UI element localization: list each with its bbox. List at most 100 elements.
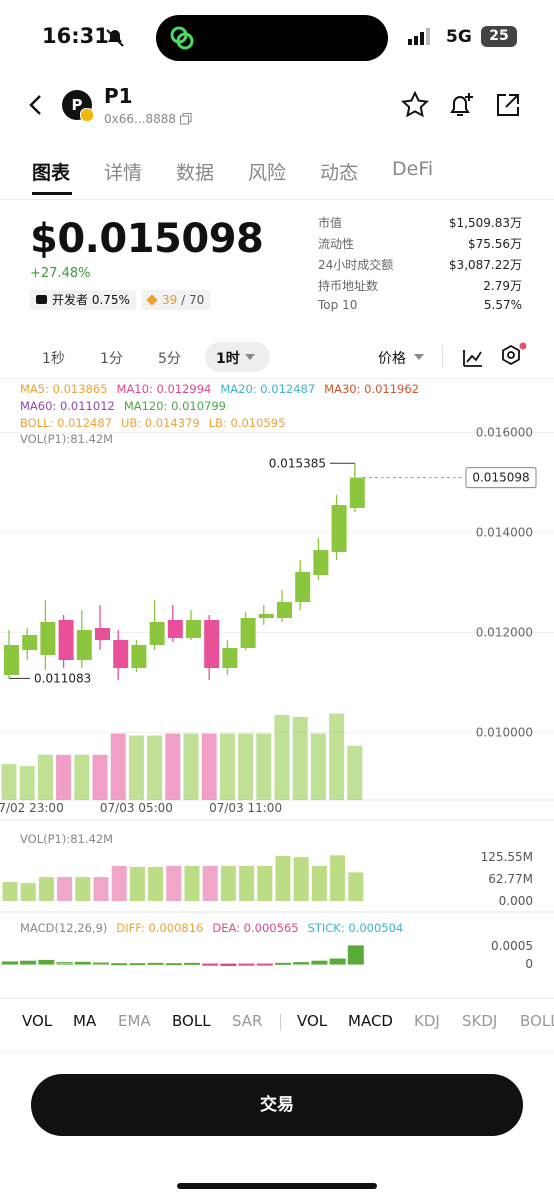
interval-active[interactable] bbox=[205, 342, 270, 372]
indicator-tab[interactable]: BOLL bbox=[172, 1012, 211, 1030]
volume-bar bbox=[348, 872, 364, 901]
candle-body bbox=[149, 622, 165, 645]
volume-bar bbox=[2, 882, 18, 901]
indicator-tab[interactable]: MACD bbox=[348, 1012, 393, 1030]
macd-bar bbox=[256, 963, 273, 966]
divider bbox=[442, 346, 443, 368]
legend-row: MA5: 0.013865 MA10: 0.012994 MA20: 0.01248… bbox=[20, 382, 428, 396]
candle-body bbox=[222, 648, 238, 668]
volume-bar bbox=[311, 865, 327, 901]
alert-button[interactable] bbox=[447, 90, 477, 120]
indicator-tab[interactable]: BOLL bbox=[520, 1012, 554, 1030]
score-badge: 39 / 70 bbox=[142, 290, 211, 310]
interval[interactable]: 1秒 bbox=[42, 351, 65, 367]
stat-label: 流动性 bbox=[318, 237, 355, 251]
legend-item: LB: 0.010595 bbox=[208, 416, 286, 430]
score-total: / 70 bbox=[181, 293, 205, 307]
chain-badge bbox=[80, 108, 94, 122]
legend-item: VOL(P1):81.42M bbox=[20, 432, 114, 446]
tab[interactable]: DeFi bbox=[392, 158, 434, 180]
tab[interactable]: 动态 bbox=[320, 162, 359, 184]
price-toggle[interactable]: 价格 bbox=[378, 351, 406, 367]
macd-bar bbox=[56, 962, 73, 965]
volume-overlay-bar bbox=[19, 766, 35, 800]
volume-bar bbox=[166, 865, 182, 901]
volume-bar bbox=[148, 866, 164, 901]
legend-item: MA5: 0.013865 bbox=[20, 382, 108, 396]
volume-bar bbox=[38, 877, 54, 901]
tab[interactable]: 图表 bbox=[32, 162, 71, 184]
stat-value: $1,509.83万 bbox=[448, 216, 522, 230]
dynamic-island bbox=[156, 15, 388, 61]
low-marker-label: 0.011083 bbox=[34, 671, 91, 685]
price: $0.015098 bbox=[30, 216, 264, 262]
copy-icon[interactable] bbox=[180, 113, 192, 125]
volume-overlay-bar bbox=[201, 733, 217, 800]
volume-bar bbox=[257, 865, 273, 901]
candle-body bbox=[204, 620, 220, 668]
divider bbox=[280, 1014, 281, 1030]
share-button[interactable] bbox=[495, 92, 521, 118]
indicator-tab[interactable]: EMA bbox=[118, 1012, 151, 1030]
candle-body bbox=[331, 505, 347, 552]
indicator-tab[interactable]: VOL bbox=[297, 1012, 328, 1030]
indicator-button[interactable] bbox=[462, 346, 484, 368]
signal-icon bbox=[408, 28, 430, 45]
tab[interactable]: 数据 bbox=[176, 162, 215, 184]
volume-overlay-bar bbox=[183, 733, 199, 800]
volume-bar bbox=[220, 865, 236, 901]
dropdown-icon bbox=[414, 354, 424, 360]
indicator-tab[interactable]: SKDJ bbox=[462, 1012, 498, 1030]
volume-overlay-bar bbox=[292, 716, 308, 800]
legend-item: UB: 0.014379 bbox=[120, 416, 200, 430]
y-tick-label: 0.014000 bbox=[476, 526, 533, 540]
legend-item: MA10: 0.012994 bbox=[116, 382, 212, 396]
stat-value: 5.57% bbox=[483, 298, 522, 312]
candle-body bbox=[95, 628, 110, 640]
volume-bar bbox=[129, 866, 145, 901]
favorite-button[interactable] bbox=[401, 91, 429, 119]
stat-value: 2.79万 bbox=[483, 279, 522, 293]
legend-row: MACD(12,26,9) DIFF: 0.000816 DEA: 0.000565… bbox=[20, 921, 412, 935]
mute-icon bbox=[106, 29, 124, 47]
status-time: 16:31 bbox=[42, 24, 109, 48]
tab-indicator bbox=[32, 192, 72, 195]
volume-bar bbox=[275, 856, 291, 901]
interval[interactable]: 1时 bbox=[216, 351, 240, 367]
stat-label: 持币地址数 bbox=[318, 279, 379, 293]
stat-value: $75.56万 bbox=[468, 237, 522, 251]
macd-tick-label: 0 bbox=[525, 957, 533, 971]
tab[interactable]: 详情 bbox=[104, 162, 143, 184]
interval[interactable]: 5分 bbox=[158, 351, 181, 367]
macd-bar bbox=[238, 963, 255, 966]
candle-body bbox=[258, 614, 274, 618]
legend-item: BOLL: 0.012487 bbox=[20, 416, 112, 430]
indicator-tab[interactable]: SAR bbox=[232, 1012, 263, 1030]
candle-body bbox=[295, 572, 311, 602]
indicator-tab[interactable]: KDJ bbox=[414, 1012, 440, 1030]
candle-body bbox=[40, 622, 56, 655]
macd-bar bbox=[147, 962, 164, 965]
volume-overlay-bar bbox=[74, 754, 90, 800]
token-title: P1 bbox=[104, 84, 133, 108]
macd-bar bbox=[165, 963, 182, 966]
settings-button[interactable] bbox=[500, 342, 530, 370]
candle-body bbox=[76, 630, 92, 660]
tab[interactable]: 风险 bbox=[248, 162, 287, 184]
volume-overlay-bar bbox=[37, 754, 53, 800]
legend-item: MA120: 0.010799 bbox=[123, 399, 226, 413]
volume-tick-label: 125.55M bbox=[481, 850, 533, 864]
legend-row: VOL(P1):81.42M bbox=[20, 432, 122, 446]
back-button[interactable] bbox=[26, 94, 46, 116]
volume-overlay-bar bbox=[274, 714, 290, 800]
battery: 25 bbox=[481, 26, 517, 47]
score: 39 bbox=[162, 293, 178, 307]
indicator-tab[interactable]: VOL bbox=[22, 1012, 53, 1030]
trade-button[interactable]: 交易 bbox=[31, 1074, 523, 1136]
interval[interactable]: 1分 bbox=[100, 351, 123, 367]
volume-tick-label: 62.77M bbox=[488, 872, 533, 886]
candle-body bbox=[349, 477, 365, 508]
legend-row: MA60: 0.011012 MA120: 0.010799 bbox=[20, 399, 235, 413]
indicator-tab[interactable]: MA bbox=[73, 1012, 97, 1030]
